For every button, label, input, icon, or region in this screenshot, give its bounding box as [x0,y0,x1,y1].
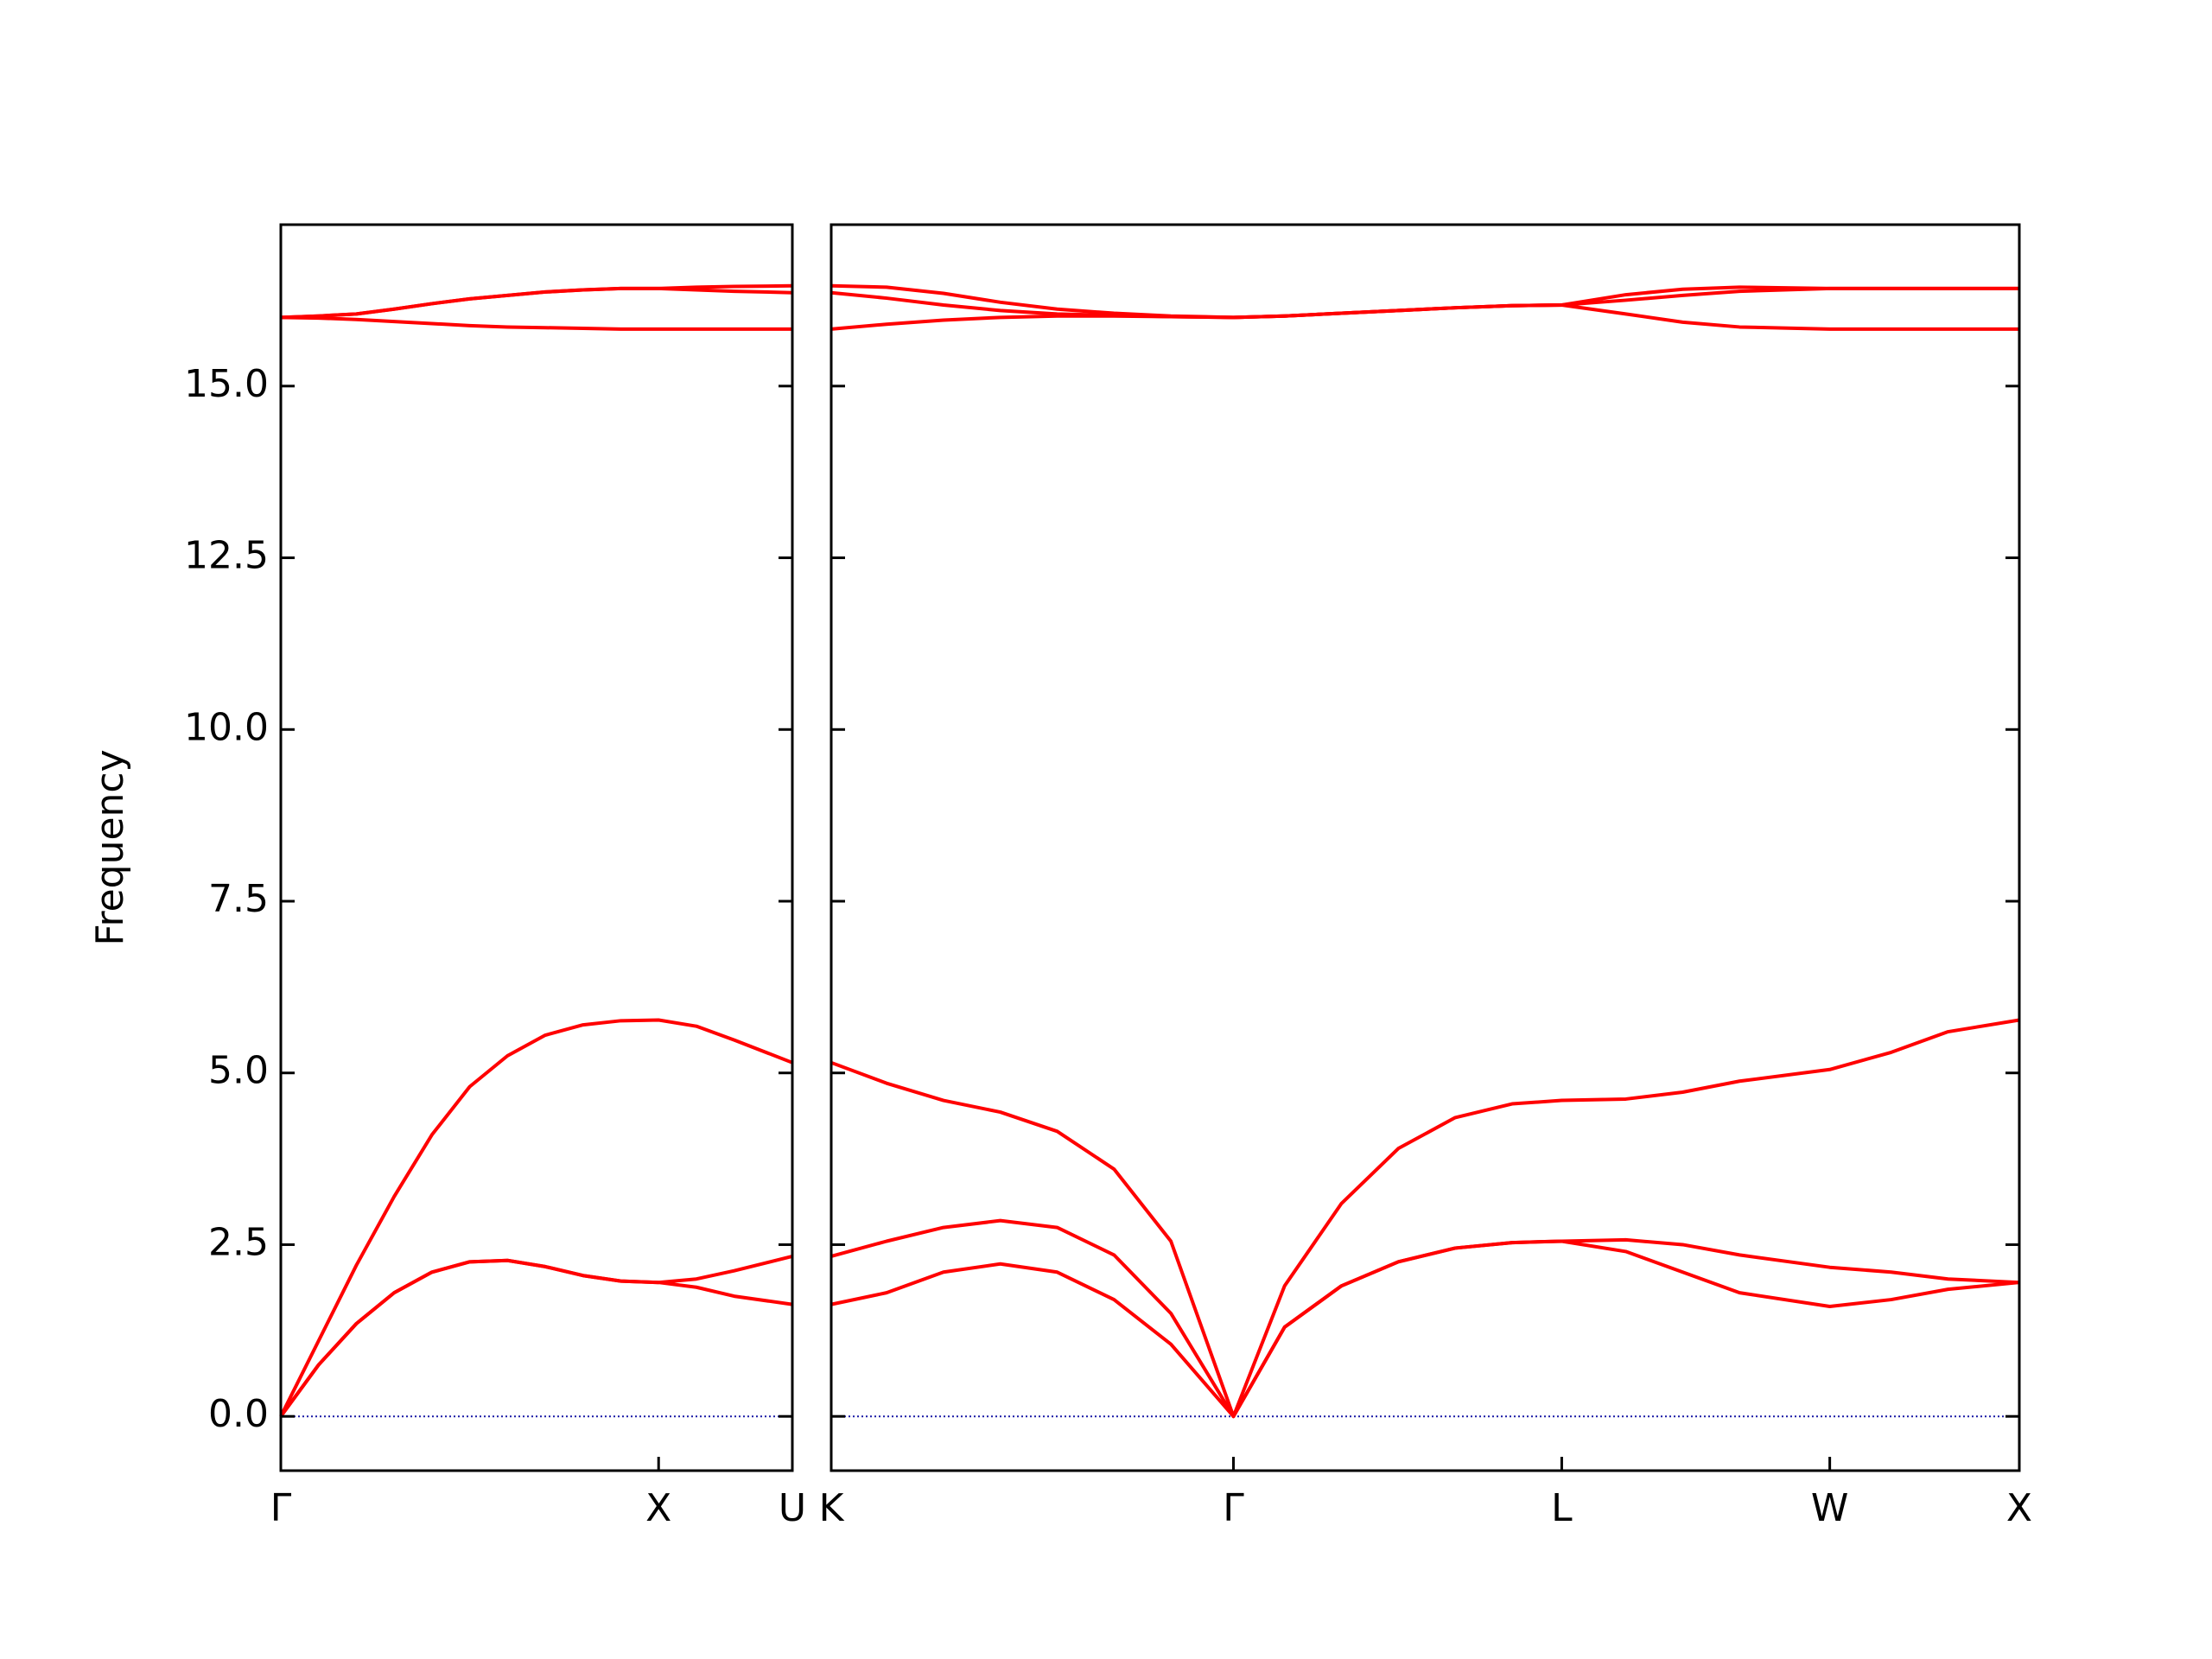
x-tick-label: L [1551,1486,1573,1530]
x-tick-label: U [779,1486,806,1530]
band-line [280,283,793,320]
band-line [280,315,792,331]
y-tick-label: 2.5 [208,1220,269,1264]
y-tick-label: 7.5 [208,877,269,921]
axes-frame [279,223,794,1472]
x-tick-label: K [819,1486,845,1530]
x-tick-label: Γ [270,1486,292,1530]
y-tick-label: 0.0 [208,1392,269,1436]
axes-frame [830,223,2021,1472]
x-tick-label: X [2006,1486,2032,1530]
band-line [830,1018,2020,1419]
x-tick-label: X [645,1486,671,1530]
y-tick-label: 10.0 [184,705,269,749]
band-line [279,1018,793,1418]
y-tick-label: 12.5 [184,534,269,578]
band-line [830,1218,2020,1419]
band-line [279,1255,793,1418]
x-tick-label: W [1811,1486,1849,1530]
x-tick-label: Γ [1223,1486,1244,1530]
y-tick-label: 5.0 [208,1049,269,1093]
band-line [830,283,2019,320]
y-tick-label: 15.0 [184,362,269,406]
y-axis-label: Frequency [88,749,132,945]
band-line [279,1258,793,1418]
